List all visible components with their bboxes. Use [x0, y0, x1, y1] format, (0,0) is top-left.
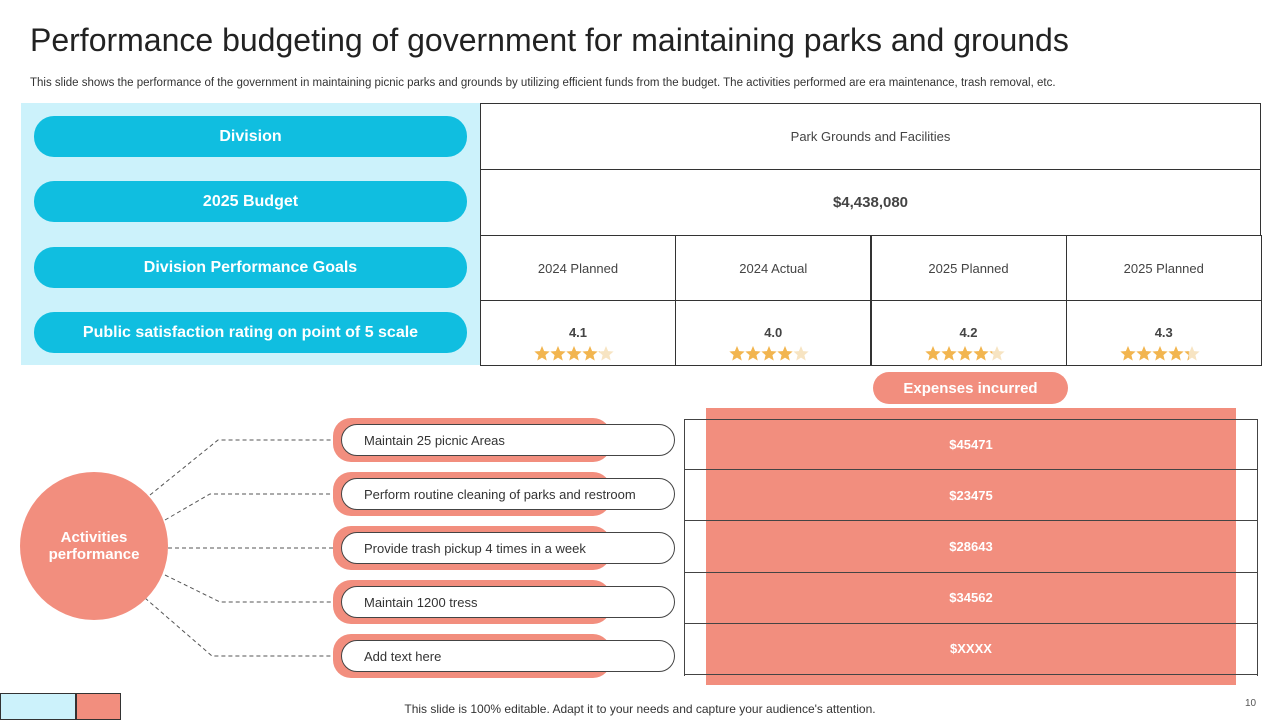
page-number: 10 [1245, 698, 1257, 709]
label-pill: Division [34, 116, 467, 157]
title: Performance budgeting of government for … [30, 22, 1069, 58]
star-rating [924, 346, 1005, 361]
label-pill: 2025 Budget [34, 181, 467, 222]
subtitle: This slide shows the performance of the … [30, 77, 1056, 89]
period-cell: 2024 Actual [675, 235, 872, 301]
label-pill: Division Performance Goals [34, 247, 467, 288]
expense-value: $34562 [684, 573, 1258, 624]
activity-item: Perform routine cleaning of parks and re… [341, 478, 675, 510]
expense-table [684, 419, 1258, 676]
period-cell: 2025 Planned [1065, 235, 1262, 301]
expense-heading: Expenses incurred [873, 372, 1068, 404]
period-cell: 2025 Planned [870, 235, 1067, 301]
activity-item: Add text here [341, 640, 675, 672]
activity-item: Maintain 1200 tress [341, 586, 675, 618]
connector [164, 574, 333, 603]
rating-value: 4.0 [764, 325, 783, 340]
star-rating [534, 346, 614, 361]
period-cell: 2024 Planned [480, 235, 676, 301]
expense-panel [706, 408, 1236, 685]
rating-cell [1065, 300, 1262, 366]
label-pill: Public satisfaction rating on point of 5… [34, 312, 467, 353]
activity-item: Maintain 25 picnic Areas [341, 424, 675, 456]
connector [164, 493, 333, 521]
expense-value: $28643 [684, 521, 1258, 573]
expense-value: $XXXX [684, 624, 1258, 675]
footer-note: This slide is 100% editable. Adapt it to… [404, 702, 876, 716]
star-rating [729, 346, 809, 361]
activity-item: Provide trash pickup 4 times in a week [341, 532, 675, 564]
expense-value: $45471 [684, 419, 1258, 471]
connector [149, 439, 333, 496]
rating-value: 4.1 [568, 325, 588, 340]
swatch [0, 693, 76, 720]
rating-value: 4.3 [1154, 325, 1173, 340]
rating-value: 4.2 [959, 325, 978, 340]
connector [144, 597, 333, 657]
expense-value: $23475 [684, 470, 1258, 522]
swatch [76, 693, 121, 720]
star-rating [1120, 346, 1200, 361]
hub: Activities performance [20, 472, 168, 620]
